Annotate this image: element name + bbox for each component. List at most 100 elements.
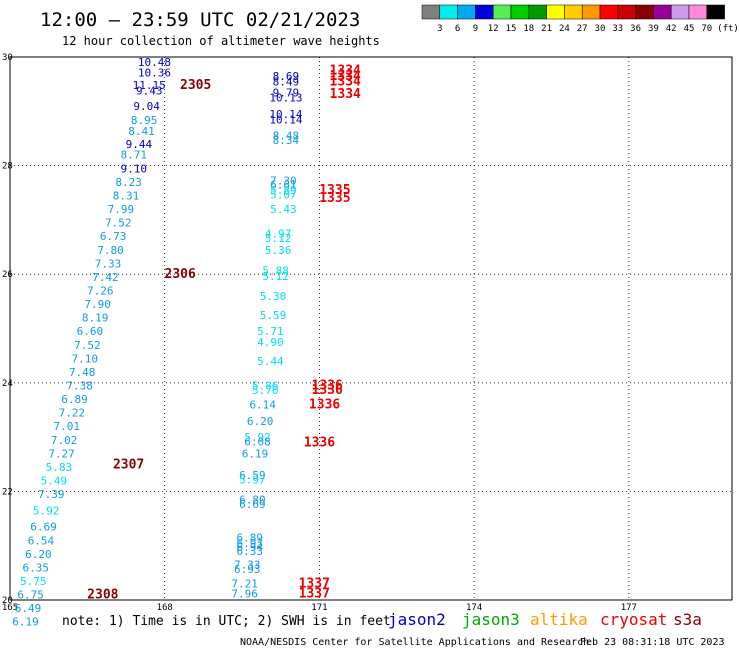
pass-time-label: 2306: [165, 267, 196, 282]
colorbar-label: 24: [559, 24, 570, 34]
wave-height-point: 6.69: [239, 498, 266, 511]
wave-height-point: 7.99: [108, 203, 135, 216]
colorbar-label: 33: [612, 24, 623, 34]
wave-height-point: 7.52: [74, 339, 101, 352]
chart-subtitle: 12 hour collection of altimeter wave hei…: [62, 34, 380, 48]
footer-timestamp: Feb 23 08:31:18 UTC 2023: [580, 637, 725, 648]
colorbar-swatch: [653, 4, 672, 20]
y-tick-label: 28: [2, 162, 13, 172]
wave-height-point: 5.07: [270, 188, 297, 201]
pass-time-label: 1334: [330, 69, 361, 84]
pass-time-label: 1335: [319, 183, 350, 198]
colorbar-swatch: [617, 4, 636, 20]
colorbar-label: 45: [684, 24, 695, 34]
chart-title: 12:00 — 23:59 UTC 02/21/2023: [40, 9, 360, 31]
colorbar-swatch: [706, 4, 725, 20]
colorbar-swatch: [635, 4, 654, 20]
y-tick-label: 26: [2, 270, 13, 280]
legend-cryosat: cryosat: [600, 610, 667, 629]
colorbar-swatch: [599, 4, 619, 20]
axis-ticks: 165 168 171 174 177 20 22 24 26 28 30: [2, 53, 637, 613]
wave-height-point: 8.34: [273, 134, 300, 147]
colorbar-label: 6: [455, 24, 460, 34]
wave-height-point: 6.73: [100, 230, 127, 243]
wave-height-point: 5.86: [252, 380, 279, 393]
wave-height-point: 9.43: [136, 85, 163, 98]
wave-height-point: 6.20: [247, 415, 274, 428]
colorbar-label: 18: [523, 24, 534, 34]
wave-height-point: 7.33: [234, 559, 261, 572]
wave-height-point: 5.89: [270, 184, 297, 197]
wave-height-point: 7.21: [231, 578, 258, 591]
x-tick-label: 168: [157, 603, 173, 613]
colorbar-label: 39: [648, 24, 659, 34]
colorbar-swatch: [564, 4, 583, 20]
wave-height-point: 7.26: [87, 284, 114, 297]
footer-credit: NOAA/NESDIS Center for Satellite Applica…: [240, 637, 589, 648]
wave-height-point: 6.14: [249, 399, 276, 412]
wave-height-point: 5.59: [260, 309, 287, 322]
wave-height-point: 7.38: [66, 380, 93, 393]
wave-height-point: 7.39: [38, 488, 65, 501]
colorbar-swatch: [510, 4, 530, 20]
wave-height-point: 6.19: [12, 616, 39, 629]
wave-height-point: 6.59: [239, 469, 266, 482]
wave-height-point: 5.44: [257, 355, 284, 368]
colorbar-label: 42: [666, 24, 677, 34]
wave-height-point: 6.89: [237, 532, 264, 545]
colorbar-swatch: [688, 4, 708, 20]
colorbar-label: 15: [506, 24, 517, 34]
wave-height-point: 4.97: [265, 227, 292, 240]
pass-time-label: 1335: [319, 191, 350, 206]
wave-height-point: 5.75: [20, 575, 47, 588]
footer-note: note: 1) Time is in UTC; 2) SWH is in fe…: [62, 614, 391, 629]
wave-height-point: 8.95: [131, 114, 158, 127]
pass-time-label: 1334: [330, 74, 361, 89]
wave-height-point: 7.22: [59, 407, 86, 420]
colorbar-label: 70: [701, 24, 712, 34]
legend-s3a: s3a: [673, 610, 702, 629]
wave-height-point: 5.92: [244, 431, 271, 444]
wave-height-point: 7.80: [97, 244, 124, 257]
pass-time-label: 1336: [309, 398, 340, 413]
wave-height-point: 6.93: [234, 563, 261, 576]
wave-height-point: 11.15: [133, 79, 166, 92]
plot-frame: [9, 56, 733, 601]
wave-height-point: 8.23: [115, 176, 142, 189]
wave-height-point: 8.48: [273, 130, 300, 143]
wave-height-point: 6.69: [30, 521, 57, 534]
wave-height-point: 4.90: [257, 336, 284, 349]
wave-height-point: 6.93: [237, 537, 264, 550]
wave-height-point: 6.33: [237, 545, 264, 558]
wave-height-point: 5.70: [252, 384, 279, 397]
colorbar-swatch: [421, 4, 441, 20]
x-tick-label: 177: [621, 603, 637, 613]
pass-time-label: 1336: [312, 379, 343, 394]
colorbar-swatch: [457, 4, 476, 20]
pass-time-label: 2308: [87, 588, 118, 603]
wave-height-point: 7.96: [231, 587, 258, 600]
pass-time-labels: 2305230623072308133413341334133413351335…: [87, 64, 361, 603]
wave-height-point: 6.35: [23, 561, 50, 574]
wave-height-point: 6.75: [17, 589, 44, 602]
pass-time-label: 1334: [330, 64, 361, 79]
wave-height-point: 7.48: [69, 366, 96, 379]
legend-jason3: jason3: [462, 610, 520, 629]
wave-height-point: 6.94: [237, 541, 264, 554]
wave-height-point: 5.49: [41, 475, 68, 488]
colorbar-unit: (ft): [717, 24, 739, 34]
colorbar-label: 36: [630, 24, 641, 34]
colorbar-swatch: [439, 4, 458, 20]
colorbar-label: 3: [437, 24, 442, 34]
wave-height-point: 6.20: [25, 548, 52, 561]
colorbar-swatch: [670, 4, 690, 20]
colorbar-swatch: [475, 4, 494, 20]
y-tick-label: 22: [2, 487, 13, 497]
colorbar-swatch: [492, 4, 512, 20]
colorbar-swatch: [546, 4, 565, 20]
colorbar-swatch: [528, 4, 547, 20]
y-tick-label: 30: [2, 53, 13, 63]
wave-height-point: 7.02: [51, 434, 78, 447]
wave-height-point: 5.12: [265, 232, 292, 245]
